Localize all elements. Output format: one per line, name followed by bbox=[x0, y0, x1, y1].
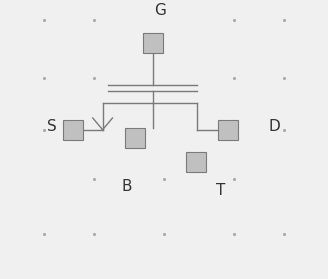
Bar bbox=[218, 120, 238, 140]
Text: S: S bbox=[47, 119, 57, 134]
Text: B: B bbox=[121, 179, 132, 194]
Bar bbox=[125, 128, 145, 148]
Text: T: T bbox=[215, 183, 225, 198]
Bar bbox=[63, 120, 83, 140]
Bar bbox=[143, 33, 163, 53]
Text: D: D bbox=[269, 119, 280, 134]
Bar bbox=[186, 152, 206, 172]
Text: G: G bbox=[154, 3, 166, 18]
